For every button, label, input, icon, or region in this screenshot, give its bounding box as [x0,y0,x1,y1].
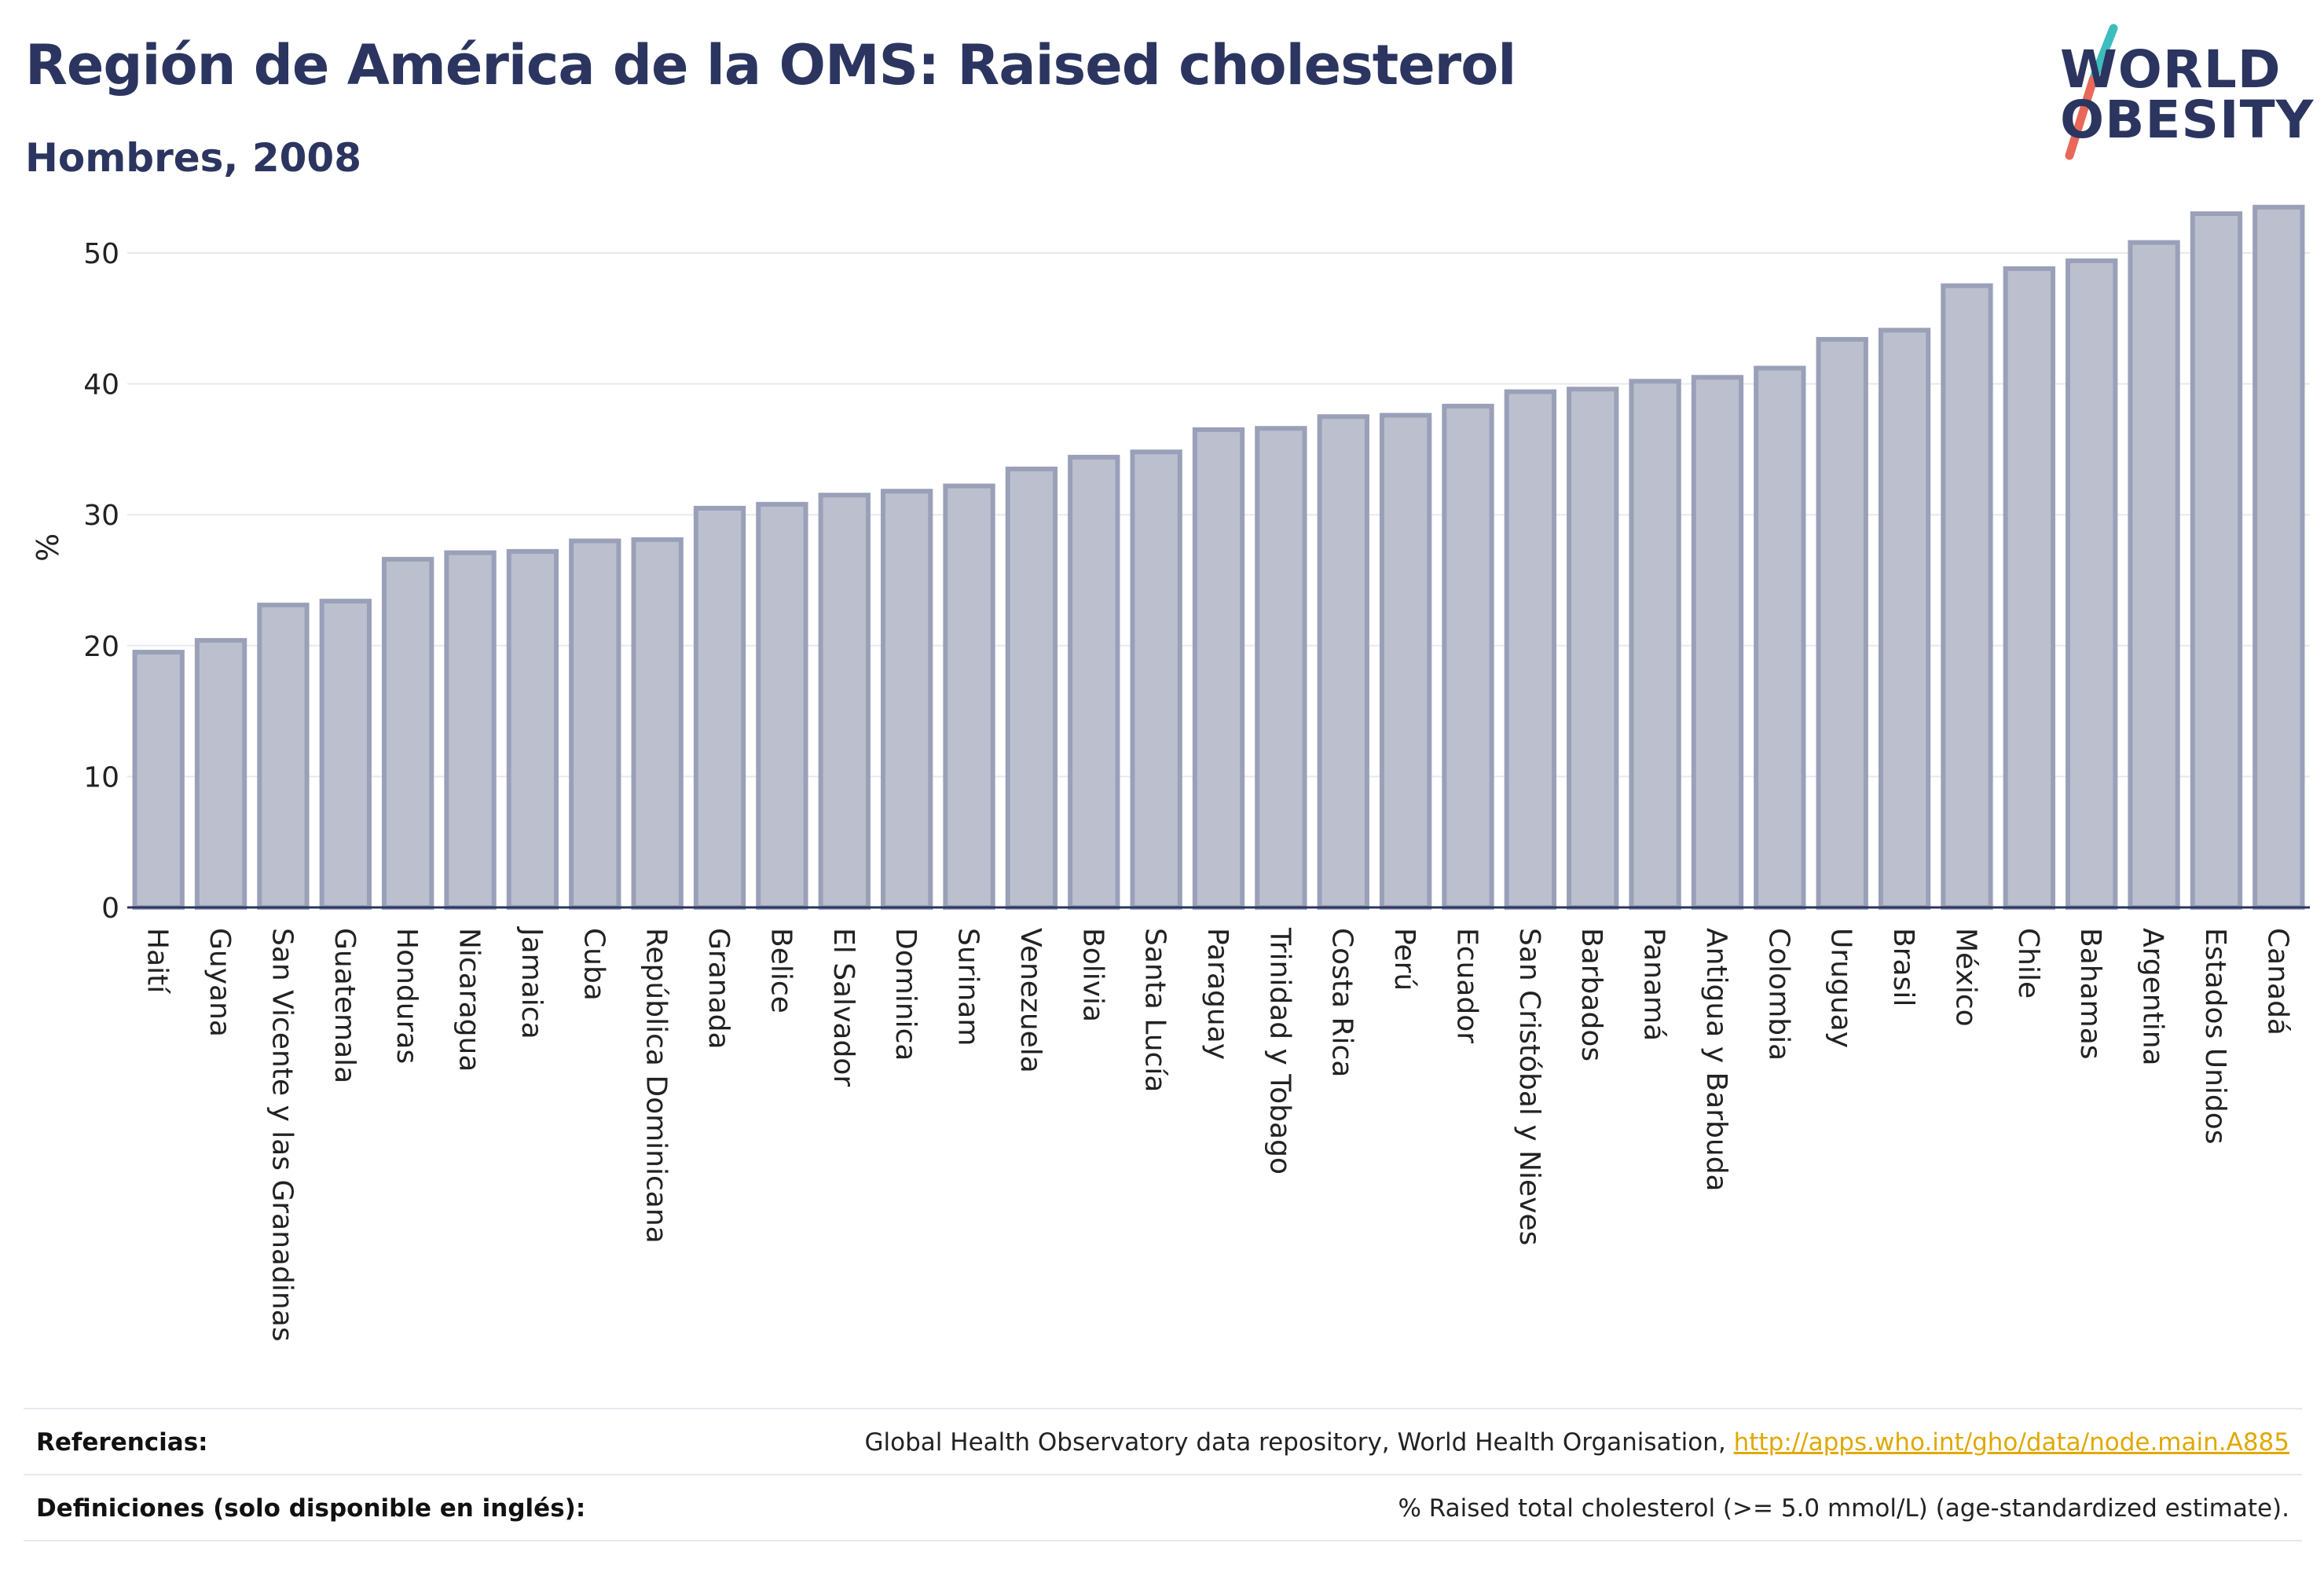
x-tick-label: Estados Unidos [2199,928,2231,1145]
bar [1442,403,1494,910]
bar [1504,389,1557,910]
references-text: Global Health Observatory data repositor… [864,1428,1734,1457]
x-tick-label: Perú [1388,928,1420,991]
y-tick-label: 10 [83,761,119,793]
world-obesity-logo: WORLD OBESITY [2043,22,2313,179]
x-tick-label: San Vicente y las Granadinas [266,928,298,1342]
x-tick-label: Jamaica [515,926,548,1039]
bar [382,556,434,910]
bar-chart: 0 10 20 30 40 50% Haití Guyana San Vicente y las… [31,204,2310,1342]
bar [880,489,933,911]
bar [2190,211,2243,910]
bar [444,550,497,910]
logo-text-line2: OBESITY [2060,90,2315,150]
page-subtitle: Hombres, 2008 [25,135,361,181]
bar [1878,328,1931,910]
x-tick-label: México [1949,928,1981,1027]
x-tick-label: Costa Rica [1326,928,1358,1077]
bar [1192,427,1245,911]
references-row: Referencias: Global Health Observatory d… [24,1408,2302,1474]
x-tick-label: Brasil [1887,928,1919,1006]
definitions-text: % Raised total cholesterol (>= 5.0 mmol/… [1398,1494,2289,1523]
x-tick-label: Argentina [2137,928,2169,1066]
definitions-label: Definiciones (solo disponible en inglés)… [36,1494,586,1523]
x-tick-label: Guyana [203,928,236,1037]
bar [2253,204,2305,910]
x-tick-label: Granada [702,928,735,1050]
x-tick-label: Nicaragua [453,928,486,1072]
bar [1255,426,1307,910]
logo-slash-icon [2065,24,2118,160]
x-tick-label: Belice [764,928,797,1013]
x-tick-label: Haití [141,928,174,994]
x-tick-label: Surinam [952,928,984,1046]
bar [631,537,684,910]
x-tick-label: Cuba [577,928,610,1001]
references-label: Referencias: [36,1428,208,1457]
bar [756,501,808,910]
x-tick-label: Colombia [1762,928,1794,1061]
x-tick-label: Uruguay [1825,928,1857,1048]
bar [1816,336,1868,910]
x-tick-label: Guatemala [328,928,361,1083]
x-tick-label: El Salvador [827,928,860,1087]
x-tick-label: Chile [2012,928,2044,999]
x-tick-label: Santa Lucía [1139,928,1171,1092]
x-tick-label: República Dominicana [640,928,673,1244]
x-tick-label: Ecuador [1450,928,1483,1043]
bar [1317,414,1369,910]
bar [1754,365,1806,911]
x-tick-label: Venezuela [1014,928,1047,1073]
y-tick-label: 30 [83,500,119,532]
bar [506,548,559,910]
x-tick-label: San Cristóbal y Nieves [1513,928,1545,1245]
bar [319,599,372,910]
bar [1941,283,1993,910]
bar [1379,412,1432,911]
bar [2066,258,2118,911]
bar [194,638,247,910]
bar [132,650,185,910]
y-tick-label: 50 [83,238,119,270]
footer-table: Referencias: Global Health Observatory d… [24,1408,2302,1541]
x-tick-label: Bolivia [1076,928,1109,1022]
y-tick-label: 20 [83,631,119,663]
y-axis-label: % [31,533,65,562]
bar [1567,387,1619,911]
bar [257,603,310,910]
bar [1005,466,1058,910]
bar [1691,375,1744,910]
references-value: Global Health Observatory data repositor… [865,1428,2289,1457]
x-tick-label: Paraguay [1201,928,1233,1060]
x-tick-label: Antigua y Barbuda [1700,928,1732,1192]
bar [1130,449,1182,910]
x-tick-label: Barbados [1575,928,1607,1061]
x-tick-label: Panamá [1638,928,1670,1041]
page-title: Región de América de la OMS: Raised chol… [25,33,1516,97]
references-link[interactable]: http://apps.who.int/gho/data/node.main.A… [1733,1428,2289,1457]
bar [569,538,621,910]
y-tick-label: 0 [101,892,119,925]
bar [1629,379,1681,910]
bar [818,493,871,910]
x-tick-label: Dominica [889,928,922,1061]
x-tick-label: Canadá [2261,928,2293,1035]
bar [943,483,995,911]
logo-text-line1: WORLD [2060,39,2282,100]
bar [2003,266,2055,910]
definitions-row: Definiciones (solo disponible en inglés)… [24,1474,2302,1541]
bar [2128,240,2180,910]
bar [693,505,746,910]
x-tick-label: Bahamas [2074,928,2106,1060]
y-tick-label: 40 [83,369,119,401]
x-tick-label: Honduras [390,928,423,1064]
x-tick-label: Trinidad y Tobago [1263,927,1296,1175]
bar [1068,454,1120,910]
